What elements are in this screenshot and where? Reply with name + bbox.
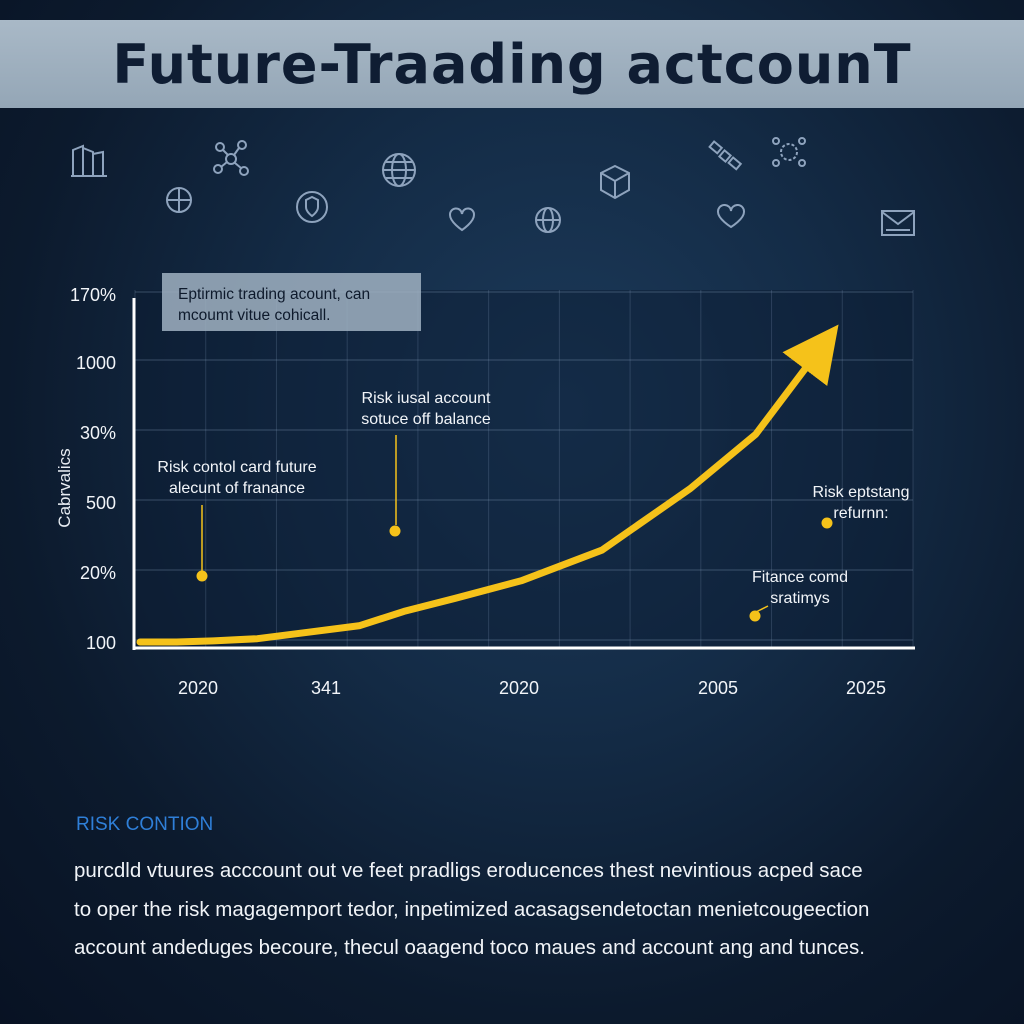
series-line (136, 324, 839, 646)
annotation-text: refurnn: (833, 505, 888, 522)
note-line-2: mcoumt vitue cohicall. (178, 307, 331, 324)
annotation-text: Risk iusal account (362, 390, 492, 407)
annotation-dot (749, 610, 761, 622)
title-band: Future-Traading actcounT (0, 20, 1024, 108)
y-tick-label: 100 (86, 633, 116, 653)
page-title: Future-Traading actcounT (112, 32, 912, 96)
paragraph-line-3: account andeduges becoure, thecul oaagen… (74, 936, 865, 959)
y-tick-label: 500 (86, 493, 116, 513)
y-tick-label: 1000 (76, 353, 116, 373)
x-tick-label: 341 (311, 678, 341, 698)
annotation-text: Risk contol card future (157, 459, 316, 476)
section-heading: RISK CONTION (76, 814, 214, 835)
annotation-dot (821, 517, 833, 529)
y-tick-label: 30% (80, 423, 116, 443)
x-tick-label: 2020 (499, 678, 539, 698)
section-paragraph: purcdld vtuures acccount out ve feet pra… (74, 852, 974, 968)
y-axis-labels: 100 20% 500 30% 1000 170% (70, 285, 116, 653)
annotation-text: Fitance comd (752, 569, 848, 586)
annotation-text: sotuce off balance (361, 411, 491, 428)
annotation-dot (196, 570, 208, 582)
paragraph-line-2: to oper the risk magagemport tedor, inpe… (74, 897, 870, 921)
paragraph-line-1: purcdld vtuures acccount out ve feet pra… (74, 859, 863, 882)
y-tick-label: 20% (80, 563, 116, 583)
annotation-text: Risk eptstang (813, 484, 910, 501)
annotation-text: sratimys (770, 590, 830, 607)
annotation-leader (755, 605, 769, 613)
chart: 100 20% 500 30% 1000 170% 2020 341 2020 2005 2025… (55, 285, 915, 698)
y-axis-label: Cabrvalics (55, 448, 74, 527)
annotation-dot (389, 525, 401, 537)
x-tick-label: 2020 (178, 678, 218, 698)
note-box: Eptirmic trading acount, can mcoumt vitu… (162, 273, 421, 331)
y-tick-label: 170% (70, 285, 116, 305)
x-axis-labels: 2020 341 2020 2005 2025 (178, 678, 886, 698)
x-tick-label: 2005 (698, 678, 738, 698)
note-line-1: Eptirmic trading acount, can (178, 286, 371, 303)
annotations: Risk contol card future alecunt of franan… (157, 390, 909, 622)
x-tick-label: 2025 (846, 678, 886, 698)
annotation-text: alecunt of franance (169, 480, 305, 497)
